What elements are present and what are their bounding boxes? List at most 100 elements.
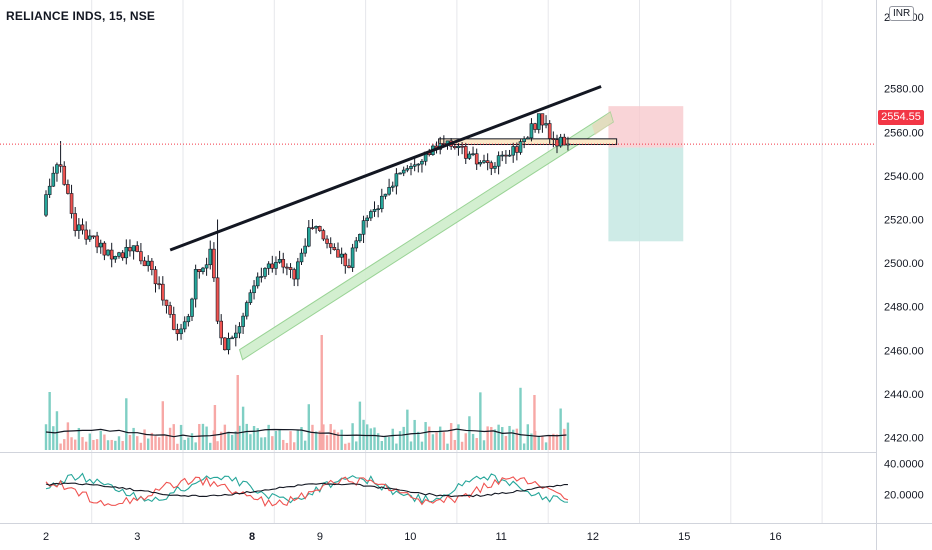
candle-body — [208, 248, 213, 266]
candle-body — [241, 315, 245, 327]
volume-bar — [344, 443, 347, 450]
volume-bar — [391, 428, 394, 450]
volume-bar — [548, 435, 551, 450]
currency-button[interactable]: INR — [889, 6, 915, 21]
volume-bar — [256, 428, 259, 450]
chart-title: RELIANCE INDS, 15, NSE — [6, 9, 156, 23]
candle-body — [164, 299, 169, 306]
volume-bar — [198, 424, 201, 450]
candle-body — [106, 249, 110, 256]
volume-bar — [66, 422, 70, 450]
volume-bar — [238, 425, 241, 450]
candle-body — [201, 267, 205, 272]
volume-bar — [347, 442, 351, 450]
candle-body — [544, 123, 548, 126]
time-tick-label: 12 — [587, 531, 599, 543]
candle-body — [452, 146, 457, 149]
candle-body — [109, 249, 114, 260]
candle-body — [485, 160, 490, 164]
candle-body — [102, 242, 107, 256]
candle-body — [91, 235, 96, 238]
candle-body — [518, 141, 523, 153]
volume-bar — [205, 426, 208, 450]
volume-bar — [77, 427, 81, 450]
candle-body — [277, 259, 282, 263]
candle-body — [310, 227, 315, 229]
candle-body — [98, 242, 103, 248]
candle-body — [212, 248, 216, 279]
volume-bar — [475, 438, 478, 450]
volume-bar — [209, 442, 212, 450]
time-tick-label: 2 — [43, 531, 49, 543]
candle-body — [489, 162, 494, 169]
volume-bar — [121, 441, 124, 450]
candle-body — [120, 252, 125, 259]
price-tick-label: 2580.00 — [884, 84, 924, 96]
volume-bar — [398, 431, 402, 450]
volume-bar — [460, 441, 464, 450]
candle-body — [237, 326, 242, 334]
candle-body — [161, 283, 165, 301]
candle-body — [296, 261, 300, 280]
volume-bar — [559, 408, 562, 450]
volume-bar — [165, 435, 168, 450]
volume-bar — [424, 422, 427, 450]
candle-body — [504, 154, 508, 157]
volume-bar — [278, 429, 281, 450]
candle-body — [179, 328, 183, 335]
volume-bar — [81, 437, 84, 450]
candle-body — [321, 230, 326, 240]
candle-body — [401, 169, 406, 174]
candle-body — [332, 247, 337, 250]
volume-bar — [541, 436, 544, 450]
volume-bar — [387, 437, 391, 450]
drawing-lines[interactable] — [0, 85, 876, 252]
volume-bar — [544, 442, 548, 450]
candle-body — [244, 302, 249, 317]
stop-loss-zone — [608, 106, 684, 148]
volume-bar — [431, 434, 435, 450]
volume-bar — [457, 424, 460, 450]
volume-bar — [340, 429, 343, 450]
candle-body — [354, 240, 359, 249]
volume-bar — [161, 401, 164, 450]
volume-bar — [194, 442, 197, 450]
resistance-trendline — [169, 85, 602, 252]
candle-body — [234, 332, 238, 339]
volume-bar — [446, 443, 449, 450]
candle-body — [387, 187, 391, 195]
candle-body — [339, 253, 344, 258]
candle-body — [95, 235, 99, 248]
volume-bar — [296, 429, 300, 450]
volume-bar — [220, 431, 223, 450]
candle-body — [409, 165, 413, 169]
volume-bar — [99, 430, 102, 450]
time-tick-label: 10 — [404, 531, 416, 543]
candle-body — [551, 138, 556, 140]
candle-body — [463, 146, 468, 159]
candle-body — [84, 229, 88, 240]
candle-body — [175, 329, 180, 335]
volume-bar — [92, 439, 95, 450]
candle-body — [482, 160, 486, 163]
candle-body — [124, 247, 129, 259]
volume-bar — [95, 439, 99, 450]
price-tick-label: 2480.00 — [884, 302, 924, 314]
volume-bars — [44, 335, 570, 450]
candle-body — [376, 208, 380, 211]
volume-bar — [48, 391, 51, 450]
oscillator-tick-label: 20.0000 — [884, 490, 924, 502]
candle-body — [186, 316, 191, 323]
candle-body — [55, 164, 59, 174]
volume-bar — [537, 435, 540, 450]
drawing-shapes[interactable] — [238, 106, 684, 361]
volume-bar — [533, 395, 536, 450]
candle-body — [471, 153, 475, 156]
volume-bar — [183, 439, 186, 450]
volume-bar — [376, 433, 380, 450]
price-tick-label: 2560.00 — [884, 127, 924, 139]
take-profit-zone — [608, 147, 684, 242]
candle-body — [369, 211, 373, 219]
